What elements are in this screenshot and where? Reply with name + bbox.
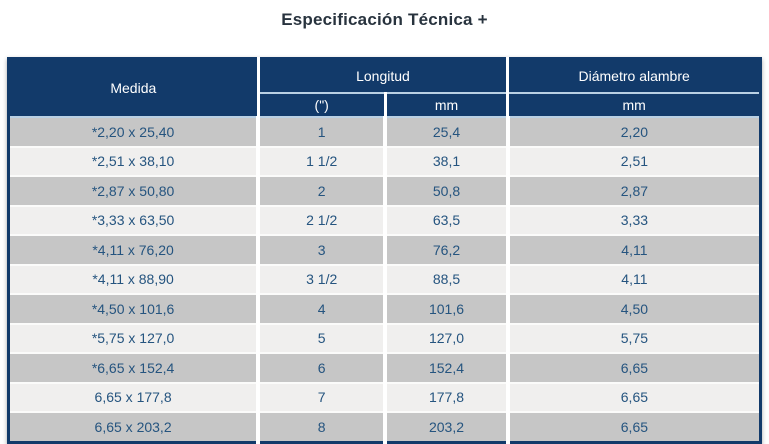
table-row: *5,75 x 127,0 5 127,0 5,75 bbox=[8, 322, 761, 353]
cell-longitud-inches: 4 bbox=[256, 293, 386, 324]
header-group-row: Medida Longitud Diámetro alambre bbox=[8, 58, 761, 118]
cell-diametro-mm: 6,65 bbox=[505, 352, 761, 383]
table-header: Medida Longitud Diámetro alambre (") mm … bbox=[8, 58, 761, 118]
cell-medida: *6,65 x 152,4 bbox=[8, 352, 259, 383]
cell-longitud-inches: 5 bbox=[256, 322, 386, 353]
cell-diametro-mm: 5,75 bbox=[505, 322, 761, 353]
cell-medida: *2,20 x 25,40 bbox=[8, 117, 259, 147]
col-header-medida: Medida bbox=[8, 58, 259, 118]
cell-longitud-inches: 2 1/2 bbox=[256, 204, 386, 235]
table-body: *2,20 x 25,40 1 25,4 2,20 *2,51 x 38,10 … bbox=[8, 117, 761, 442]
col-subheader-inches: (") bbox=[256, 92, 386, 118]
cell-medida: *4,11 x 88,90 bbox=[8, 263, 259, 294]
cell-longitud-mm: 101,6 bbox=[383, 293, 508, 324]
cell-longitud-mm: 88,5 bbox=[383, 263, 508, 294]
cell-longitud-inches: 8 bbox=[256, 411, 386, 442]
header-sub-row: (") mm mm bbox=[9, 92, 761, 118]
cell-diametro-mm: 2,51 bbox=[505, 145, 761, 176]
cell-medida: *2,87 x 50,80 bbox=[8, 175, 259, 206]
cell-longitud-inches: 1 bbox=[256, 117, 386, 147]
cell-longitud-mm: 25,4 bbox=[383, 117, 508, 147]
cell-diametro-mm: 6,65 bbox=[505, 411, 761, 442]
table-row: *4,11 x 88,90 3 1/2 88,5 4,11 bbox=[8, 263, 761, 294]
col-header-longitud: Longitud bbox=[256, 58, 508, 94]
cell-medida: *4,50 x 101,6 bbox=[8, 293, 259, 324]
cell-longitud-inches: 6 bbox=[256, 352, 386, 383]
col-subheader-mm: mm bbox=[383, 92, 508, 118]
cell-diametro-mm: 4,50 bbox=[505, 293, 761, 324]
cell-medida: 6,65 x 177,8 bbox=[8, 381, 259, 412]
table-row: *3,33 x 63,50 2 1/2 63,5 3,33 bbox=[8, 204, 761, 235]
cell-medida: *2,51 x 38,10 bbox=[8, 145, 259, 176]
cell-medida: *4,11 x 76,20 bbox=[8, 234, 259, 265]
table-row: *4,50 x 101,6 4 101,6 4,50 bbox=[8, 293, 761, 324]
cell-longitud-mm: 152,4 bbox=[383, 352, 508, 383]
cell-medida: *3,33 x 63,50 bbox=[8, 204, 259, 235]
cell-longitud-mm: 203,2 bbox=[383, 411, 508, 442]
cell-longitud-mm: 50,8 bbox=[383, 175, 508, 206]
cell-longitud-inches: 3 bbox=[256, 234, 386, 265]
cell-diametro-mm: 2,87 bbox=[505, 175, 761, 206]
table-row: 6,65 x 203,2 8 203,2 6,65 bbox=[8, 411, 761, 442]
cell-longitud-inches: 7 bbox=[256, 381, 386, 412]
cell-diametro-mm: 4,11 bbox=[505, 234, 761, 265]
table-row: *4,11 x 76,20 3 76,2 4,11 bbox=[8, 234, 761, 265]
col-subheader-diametro-mm: mm bbox=[506, 92, 761, 118]
cell-longitud-inches: 2 bbox=[256, 175, 386, 206]
cell-longitud-mm: 63,5 bbox=[383, 204, 508, 235]
cell-medida: *5,75 x 127,0 bbox=[8, 322, 259, 353]
cell-diametro-mm: 4,11 bbox=[505, 263, 761, 294]
cell-longitud-mm: 38,1 bbox=[383, 145, 508, 176]
table-row: *2,51 x 38,10 1 1/2 38,1 2,51 bbox=[8, 145, 761, 176]
cell-diametro-mm: 3,33 bbox=[505, 204, 761, 235]
cell-longitud-inches: 1 1/2 bbox=[256, 145, 386, 176]
cell-longitud-mm: 177,8 bbox=[383, 381, 508, 412]
cell-diametro-mm: 6,65 bbox=[505, 381, 761, 412]
table-row: *2,87 x 50,80 2 50,8 2,87 bbox=[8, 175, 761, 206]
cell-longitud-mm: 76,2 bbox=[383, 234, 508, 265]
page: Especificación Técnica + Medida Longitud… bbox=[7, 10, 762, 444]
table-row: *6,65 x 152,4 6 152,4 6,65 bbox=[8, 352, 761, 383]
cell-medida: 6,65 x 203,2 bbox=[8, 411, 259, 442]
cell-diametro-mm: 2,20 bbox=[505, 117, 761, 147]
spec-table: Medida Longitud Diámetro alambre (") mm … bbox=[7, 57, 762, 444]
table-row: 6,65 x 177,8 7 177,8 6,65 bbox=[8, 381, 761, 412]
table-row: *2,20 x 25,40 1 25,4 2,20 bbox=[8, 117, 761, 147]
cell-longitud-inches: 3 1/2 bbox=[256, 263, 386, 294]
page-title[interactable]: Especificación Técnica + bbox=[281, 10, 488, 29]
col-header-diametro-alambre: Diámetro alambre bbox=[506, 58, 761, 94]
cell-longitud-mm: 127,0 bbox=[383, 322, 508, 353]
